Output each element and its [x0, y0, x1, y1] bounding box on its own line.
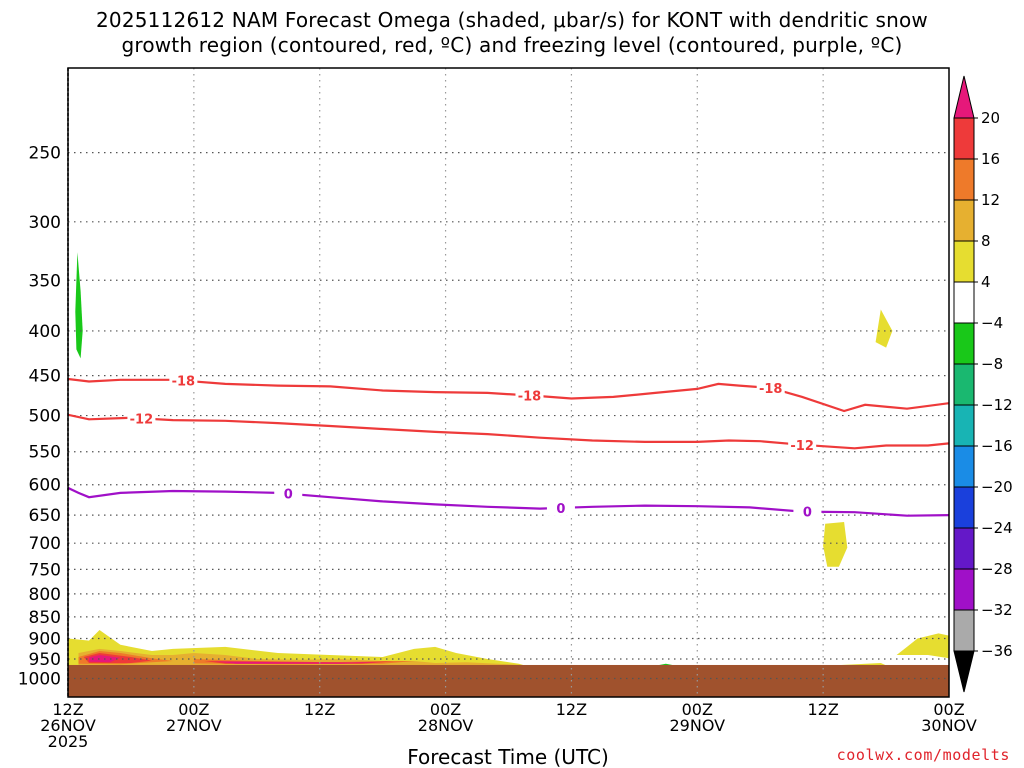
colorbar-tick-label: −24 — [981, 519, 1013, 537]
contour-label-2-2: 0 — [803, 506, 812, 521]
y-tick-label: 1000 — [18, 669, 61, 689]
colorbar-segment — [953, 404, 975, 447]
colorbar-segment — [953, 322, 975, 365]
ground-below-surface — [68, 664, 949, 697]
colorbar-segment — [953, 281, 975, 324]
colorbar-segment — [953, 568, 975, 611]
colorbar-tick-label: −20 — [981, 478, 1013, 496]
contour-label-bg — [793, 503, 822, 520]
omega-shaded-region-11 — [214, 661, 383, 664]
x-axis-label: Forecast Time (UTC) — [407, 745, 609, 768]
chart-title: 2025112612 NAM Forecast Omega (shaded, μ… — [0, 8, 1024, 58]
chart-title-line-2: growth region (contoured, red, ºC) and f… — [121, 33, 903, 57]
colorbar-max-triangle — [953, 75, 975, 119]
contour-label-bg — [756, 380, 785, 397]
contour-label-bg — [274, 485, 303, 502]
colorbar-tick-label: 4 — [981, 273, 991, 291]
x-tick-label: 28NOV — [418, 716, 474, 735]
colorbar-segment — [953, 527, 975, 570]
y-tick-label: 350 — [29, 271, 61, 291]
y-tick-label: 900 — [29, 630, 61, 650]
omega-shaded-region-4 — [833, 663, 887, 666]
contour-label-bg — [515, 387, 544, 404]
colorbar-segment — [953, 609, 975, 652]
y-tick-label: 450 — [29, 367, 61, 387]
colorbar-tick-label: 12 — [981, 191, 1000, 209]
x-tick-label: 12Z — [556, 700, 587, 719]
source-credit: coolwx.com/modelts — [836, 746, 1010, 764]
omega-shaded-region-2 — [875, 309, 893, 348]
contour-label-1-1: -12 — [790, 439, 814, 454]
y-tick-label: 500 — [29, 407, 61, 427]
contour-label-1-0: -12 — [130, 412, 154, 427]
y-tick-label: 850 — [29, 608, 61, 628]
omega-shaded-region-3 — [896, 633, 949, 659]
y-tick-label: 950 — [29, 650, 61, 670]
colorbar-segment — [953, 445, 975, 488]
colorbar-segment — [953, 363, 975, 406]
x-tick-label: 29NOV — [669, 716, 725, 735]
y-tick-label: 550 — [29, 443, 61, 463]
colorbar-tick-label: 20 — [981, 109, 1000, 127]
x-tick-label: 2025 — [48, 732, 89, 751]
contour-label-0-0: -18 — [172, 375, 196, 390]
colorbar-segment — [953, 486, 975, 529]
x-tick-label: 12Z — [52, 700, 83, 719]
colorbar-tick-label: −16 — [981, 437, 1013, 455]
y-tick-label: 750 — [29, 560, 61, 580]
contour-label-bg — [546, 499, 575, 516]
omega-shaded-region-12 — [75, 252, 83, 359]
colorbar-segment — [953, 240, 975, 283]
y-tick-label: 800 — [29, 585, 61, 605]
x-tick-label: 00Z — [933, 700, 964, 719]
colorbar-segment — [953, 199, 975, 242]
x-tick-label: 26NOV — [40, 716, 96, 735]
colorbar-tick-label: −36 — [981, 642, 1013, 660]
contour-label-2-1: 0 — [556, 502, 565, 517]
colorbar-tick-label: 8 — [981, 232, 991, 250]
contour-line-1 — [68, 413, 949, 450]
plot-frame — [67, 67, 950, 698]
y-tick-label: 600 — [29, 476, 61, 496]
colorbar-segment — [953, 117, 975, 160]
x-tick-label: 27NOV — [166, 716, 222, 735]
colorbar-segment — [953, 158, 975, 201]
y-tick-label: 400 — [29, 322, 61, 342]
contour-label-bg — [127, 410, 156, 427]
contour-label-0-2: -18 — [759, 382, 783, 397]
y-tick-label: 300 — [29, 213, 61, 233]
x-tick-label: 00Z — [682, 700, 713, 719]
y-tick-label: 650 — [29, 506, 61, 526]
contour-label-0-1: -18 — [518, 389, 542, 404]
colorbar-tick-label: 16 — [981, 150, 1000, 168]
colorbar-tick-label: −4 — [981, 314, 1003, 332]
omega-shaded-region-5 — [78, 648, 540, 667]
colorbar-tick-label: −32 — [981, 601, 1013, 619]
x-tick-label: 12Z — [304, 700, 335, 719]
chart-title-line-1: 2025112612 NAM Forecast Omega (shaded, μ… — [95, 8, 928, 32]
colorbar-tick-label: −28 — [981, 560, 1013, 578]
contour-label-bg — [169, 372, 198, 389]
colorbar-tick-label: −8 — [981, 355, 1003, 373]
contour-label-bg — [788, 436, 817, 453]
x-tick-label: 00Z — [430, 700, 461, 719]
contour-line-0 — [68, 377, 949, 413]
y-tick-label: 250 — [29, 144, 61, 164]
y-tick-label: 700 — [29, 534, 61, 554]
contour-label-2-0: 0 — [284, 488, 293, 503]
x-tick-label: 00Z — [178, 700, 209, 719]
x-tick-label: 12Z — [807, 700, 838, 719]
omega-shaded-region-1 — [823, 522, 848, 567]
colorbar-tick-label: −12 — [981, 396, 1013, 414]
colorbar-min-triangle — [953, 650, 975, 693]
x-tick-label: 30NOV — [921, 716, 977, 735]
